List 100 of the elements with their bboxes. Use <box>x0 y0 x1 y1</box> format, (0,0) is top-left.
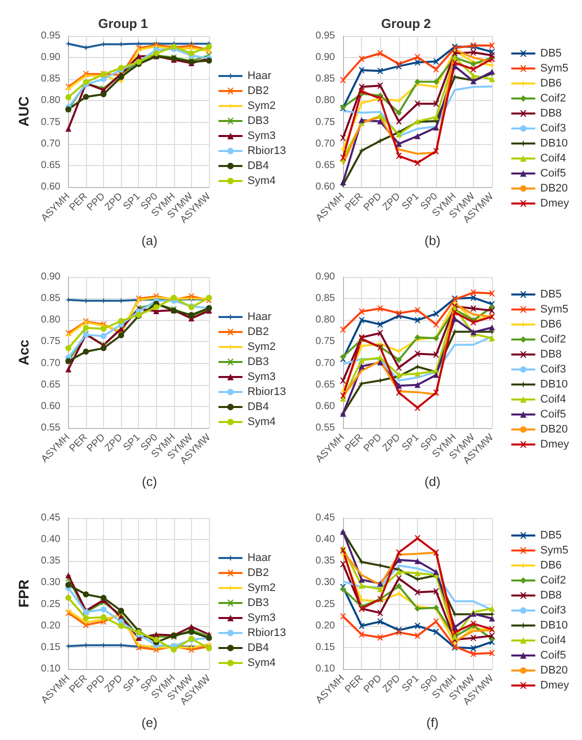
y-tick-label: 0.85 <box>40 293 61 304</box>
legend-label: Haar <box>247 70 272 82</box>
x-tick-label: ZPD <box>103 191 125 214</box>
legend-label: DB8 <box>540 348 562 360</box>
legend-label: Sym2 <box>247 341 276 353</box>
x-tick-label: SP1 <box>400 190 422 212</box>
text: (c) <box>142 474 158 489</box>
y-tick-label: 0.75 <box>40 336 61 348</box>
y-axis-title: Acc <box>15 339 32 366</box>
legend-label: Sym3 <box>247 612 276 624</box>
y-tick-label: 0.20 <box>40 620 61 632</box>
y-tick-label: 0.70 <box>316 138 336 150</box>
legend-label: Coif5 <box>540 408 566 420</box>
y-tick-label: 0.70 <box>40 358 61 369</box>
x-tick-label: ZPD <box>103 673 125 696</box>
y-tick-label: 0.90 <box>316 52 336 64</box>
x-tick-label: SP1 <box>400 432 422 454</box>
legend-label: Rbior13 <box>247 627 286 639</box>
legend-label: Coif2 <box>540 574 566 586</box>
legend-label: Sym4 <box>247 416 276 428</box>
legend-label: DB8 <box>540 590 562 602</box>
legend-label: Haar <box>247 311 272 323</box>
y-tick-label: 0.35 <box>40 556 61 567</box>
y-tick-label: 0.75 <box>316 116 336 128</box>
legend-label: Coif2 <box>540 334 566 346</box>
y-tick-label: 0.60 <box>316 182 336 192</box>
legend-label: DB10 <box>540 138 568 150</box>
y-tick-label: 0.30 <box>40 577 61 588</box>
y-tick-label: 0.75 <box>316 336 336 348</box>
legend-label: Coif5 <box>540 168 566 180</box>
chart-title: Group 2 <box>381 16 431 31</box>
y-tick-label: 0.40 <box>316 534 336 546</box>
legend-label: DB5 <box>540 48 562 60</box>
y-tick-label: 0.25 <box>316 598 336 610</box>
y-tick-label: 0.90 <box>40 272 61 282</box>
text: (f) <box>426 715 439 730</box>
y-tick-label: 0.80 <box>316 95 336 106</box>
legend-label: DB2 <box>247 326 269 338</box>
legend-label: DB6 <box>540 560 562 572</box>
text: (d) <box>424 474 440 489</box>
y-tick-label: 0.45 <box>40 512 61 524</box>
legend-label: DB2 <box>247 85 269 97</box>
x-tick-label: ZPD <box>103 432 125 454</box>
y-tick-label: 0.45 <box>316 512 336 524</box>
legend-label: DB4 <box>247 160 269 172</box>
legend-label: DB8 <box>540 108 562 120</box>
legend-label: Coif5 <box>540 650 566 662</box>
legend-label: DB5 <box>540 288 562 300</box>
legend-label: Coif2 <box>540 92 566 104</box>
legend-label: Sym3 <box>247 371 276 383</box>
y-tick-label: 0.15 <box>40 642 61 653</box>
x-tick-label: SP1 <box>400 672 422 694</box>
legend-label: Dmey <box>540 680 570 692</box>
legend-label: DB20 <box>540 182 568 194</box>
legend-label: Haar <box>247 552 272 564</box>
y-tick-label: 0.70 <box>40 138 61 150</box>
y-tick-label: 0.20 <box>316 620 336 632</box>
y-tick-label: 0.65 <box>40 379 61 390</box>
legend-label: DB4 <box>247 642 269 654</box>
y-tick-label: 0.55 <box>40 422 61 434</box>
y-tick-label: 0.80 <box>40 314 61 326</box>
legend-label: Coif3 <box>540 364 566 376</box>
legend-label: DB2 <box>247 567 269 579</box>
y-tick-label: 0.90 <box>40 52 61 64</box>
y-axis-title: AUC <box>15 96 32 127</box>
legend-label: Sym2 <box>247 582 276 594</box>
y-tick-label: 0.95 <box>40 30 61 42</box>
legend-label: DB6 <box>540 318 562 330</box>
y-tick-label: 0.15 <box>316 642 336 653</box>
legend-label: DB6 <box>540 78 562 90</box>
y-tick-label: 0.85 <box>316 293 336 304</box>
legend-label: Sym4 <box>247 175 276 187</box>
legend-label: Rbior13 <box>247 386 286 398</box>
legend-label: DB3 <box>247 356 269 368</box>
legend-label: Rbior13 <box>247 145 286 157</box>
legend-label: DB3 <box>247 115 269 127</box>
y-tick-label: 0.60 <box>40 400 61 412</box>
y-tick-label: 0.70 <box>316 358 336 369</box>
y-tick-label: 0.60 <box>40 182 61 192</box>
y-tick-label: 0.90 <box>316 272 336 282</box>
text: (b) <box>424 233 440 248</box>
y-tick-label: 0.60 <box>316 400 336 412</box>
chart-title: Group 1 <box>98 16 148 31</box>
legend-label: Sym2 <box>247 100 276 112</box>
legend-label: DB4 <box>247 401 269 413</box>
y-tick-label: 0.85 <box>316 74 336 85</box>
y-tick-label: 0.65 <box>316 160 336 171</box>
y-tick-label: 0.80 <box>316 314 336 326</box>
y-tick-label: 0.10 <box>316 664 336 674</box>
y-tick-label: 0.95 <box>316 30 336 42</box>
legend-label: Sym3 <box>247 130 276 142</box>
legend-label: Coif3 <box>540 122 566 134</box>
y-axis-title: FPR <box>15 580 32 608</box>
y-tick-label: 0.25 <box>40 598 61 610</box>
legend-label: DB20 <box>540 664 568 676</box>
legend-label: Sym5 <box>540 544 568 556</box>
legend-label: Coif4 <box>540 634 566 646</box>
legend-label: Coif4 <box>540 394 566 406</box>
legend-label: DB20 <box>540 424 568 436</box>
legend-label: Coif3 <box>540 604 566 616</box>
